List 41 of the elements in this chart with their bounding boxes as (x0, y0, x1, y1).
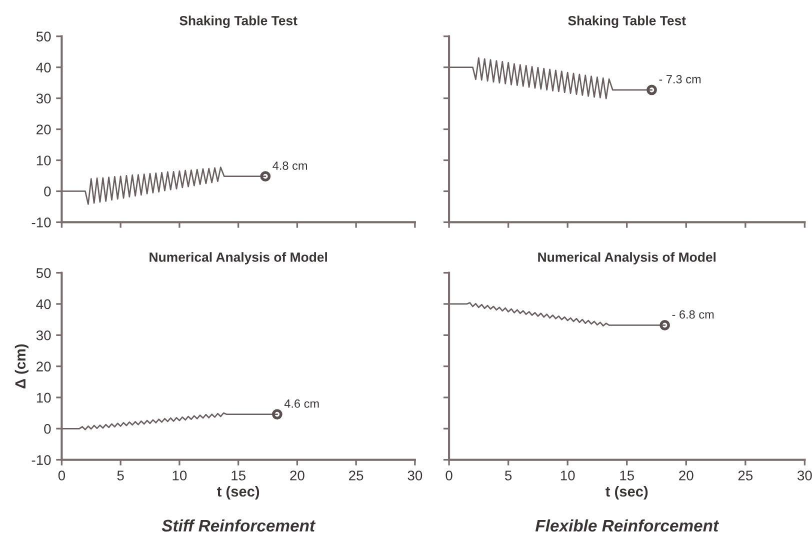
x-tick-label: 10 (172, 470, 187, 480)
y-tick-label: 30 (36, 330, 51, 340)
y-tick-label: 40 (36, 62, 51, 72)
x-tick-label: 25 (738, 470, 753, 480)
x-tick-label: 15 (232, 470, 246, 480)
x-tick-label: 20 (679, 470, 694, 480)
x-tick-label: 5 (505, 470, 512, 480)
text: Flexible Reinforcement (535, 519, 720, 532)
annotation: - 6.8 cm (672, 310, 714, 319)
y-tick-label: 50 (36, 268, 51, 278)
y-tick-label: 0 (44, 424, 51, 434)
x-tick-label: 20 (290, 470, 304, 480)
y-tick-label: 20 (36, 362, 51, 372)
y-tick-label: -10 (32, 218, 51, 228)
x-tick-label: 5 (117, 470, 124, 480)
y-tick-label: 20 (36, 124, 51, 134)
y-tick-label: 0 (44, 186, 51, 196)
y-axis-title: Δ (cm) (14, 344, 28, 388)
x-tick-label: 30 (798, 470, 812, 480)
x-tick-label: 30 (408, 470, 422, 480)
x-tick-label: 0 (446, 470, 452, 480)
y-tick-label: 40 (36, 299, 51, 310)
y-tick-label: -10 (32, 455, 51, 465)
chart-title: Shaking Table Test (180, 16, 298, 28)
x-axis-title: t (sec) (606, 486, 648, 500)
chart-title: Shaking Table Test (568, 16, 686, 28)
x-axis-title: t (sec) (217, 486, 260, 500)
chart-title: Numerical Analysis of Model (150, 252, 327, 264)
x-tick-label: 10 (560, 470, 575, 480)
annotation: 4.8 cm (272, 161, 307, 170)
annotation: 4.6 cm (284, 399, 319, 408)
y-tick-label: 10 (36, 392, 51, 403)
x-tick-label: 15 (620, 470, 634, 480)
x-tick-label: 0 (58, 470, 66, 480)
x-tick-label: 25 (349, 470, 364, 480)
y-tick-label: 10 (36, 156, 51, 166)
text: Stiff Reinforcement (162, 519, 316, 532)
chart-title: Numerical Analysis of Model (538, 252, 716, 264)
y-tick-label: 30 (36, 94, 51, 104)
annotation: - 7.3 cm (659, 75, 701, 84)
y-tick-label: 50 (36, 32, 51, 42)
